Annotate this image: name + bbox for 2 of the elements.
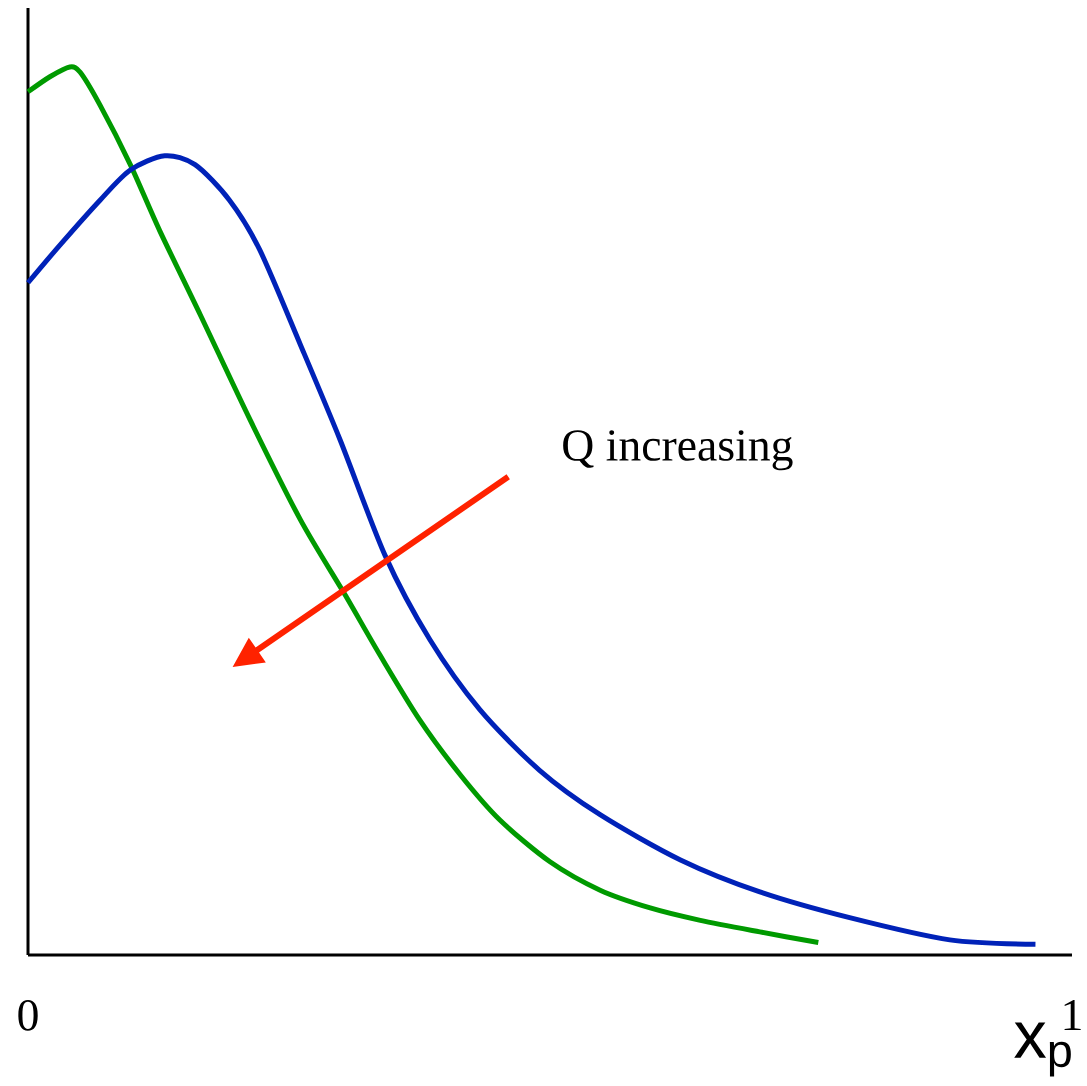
- x-tick-label: 0: [18, 999, 38, 1031]
- annotation: Q increasing: [563, 430, 793, 471]
